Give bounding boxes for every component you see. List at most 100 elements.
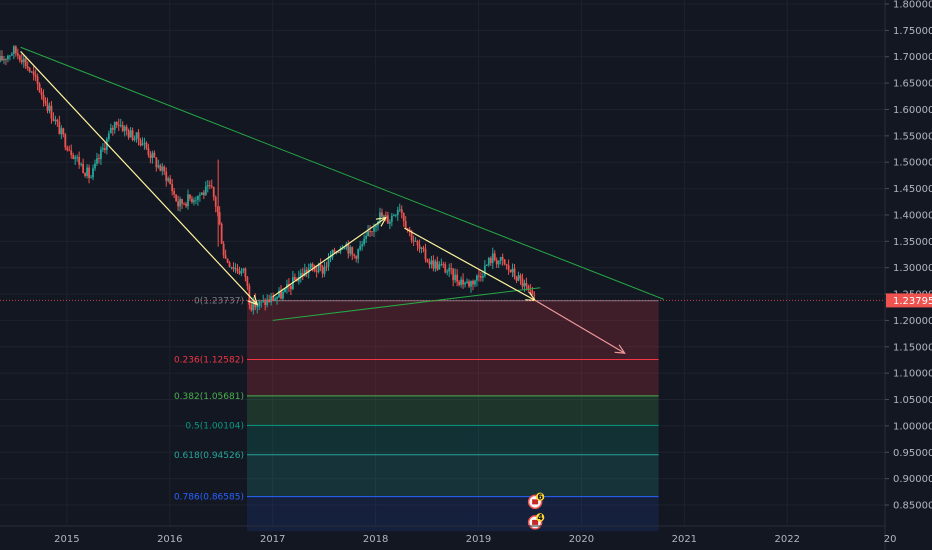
time-tick-label: 2021 <box>672 534 697 545</box>
candle-body <box>258 301 261 306</box>
candle-body <box>131 130 134 140</box>
candle-body <box>102 148 104 150</box>
candle-body <box>234 268 237 270</box>
candlestick-series <box>0 45 536 315</box>
candle-body <box>270 296 273 303</box>
candle-body <box>521 278 524 287</box>
candle-body <box>341 248 344 250</box>
arrow-line[interactable] <box>272 217 387 298</box>
price-tick-label: 0.95000 <box>893 448 932 459</box>
candle-body <box>24 58 27 67</box>
candle-body <box>260 301 263 303</box>
candle-body <box>464 282 466 285</box>
candle-body <box>282 292 284 299</box>
candle-body <box>331 249 334 258</box>
candle-body <box>416 241 419 246</box>
candle-body <box>48 105 51 111</box>
candle-body <box>100 149 102 159</box>
candle-body <box>527 285 530 291</box>
trendline[interactable] <box>20 46 664 300</box>
candle-body <box>44 100 47 104</box>
candle-body <box>133 138 136 140</box>
candle-body <box>301 272 304 277</box>
candle-body <box>222 243 225 256</box>
candle-body <box>244 268 247 277</box>
candle-body <box>303 269 306 277</box>
candle-body <box>157 165 160 168</box>
candle-body <box>491 253 494 263</box>
candle-body <box>42 95 45 101</box>
time-tick-label: 2022 <box>775 534 800 545</box>
candle-body <box>14 46 17 54</box>
candle-body <box>125 126 128 131</box>
fibonacci-retracement[interactable]: 0(1.23737) 0.236(1.12582) 0.382(1.05681) 0.… <box>174 297 659 532</box>
candle-body <box>151 152 154 158</box>
candle-body <box>123 126 126 132</box>
candle-body <box>185 203 187 207</box>
candle-body <box>446 271 449 273</box>
candle-body <box>121 125 124 132</box>
price-tick-label: 1.70000 <box>893 52 932 63</box>
candle-body <box>305 269 308 273</box>
fib-zone <box>246 300 659 360</box>
candle-body <box>163 166 166 172</box>
price-tick-label: 1.80000 <box>893 0 932 11</box>
price-axis-panel[interactable] <box>885 0 932 550</box>
candle-body <box>476 275 478 281</box>
candle-body <box>173 191 176 195</box>
arrow-line[interactable] <box>404 227 536 301</box>
candle-body <box>481 275 484 278</box>
candle-body <box>414 241 417 242</box>
candle-body <box>426 259 429 263</box>
candle-body <box>155 157 158 168</box>
candle-body <box>208 184 211 186</box>
price-tick-label: 0.90000 <box>893 474 932 485</box>
candle-body <box>183 203 185 205</box>
candle-body <box>210 185 213 187</box>
price-tick-label: 1.75000 <box>893 26 932 37</box>
candle-body <box>404 221 407 229</box>
candle-body <box>224 255 227 259</box>
candle-body <box>62 128 65 135</box>
candle-body <box>379 212 381 222</box>
candle-body <box>371 231 373 232</box>
candle-body <box>428 262 431 265</box>
candle-body <box>177 201 180 207</box>
candle-body <box>179 199 181 207</box>
candle-body <box>268 299 271 303</box>
trendline[interactable] <box>272 287 541 321</box>
candle-body <box>143 142 146 144</box>
candle-body <box>438 264 441 270</box>
candle-body <box>80 163 83 165</box>
candle-body <box>78 157 81 165</box>
fib-level-label: 0.618(0.94526) <box>174 451 244 461</box>
candle-body <box>26 66 29 69</box>
trend-drawings[interactable] <box>20 46 664 354</box>
price-tick-label: 1.35000 <box>893 237 932 248</box>
candle-body <box>505 264 508 266</box>
candle-body <box>135 132 138 139</box>
fib-level-label: 0.236(1.12582) <box>174 356 244 366</box>
candle-body <box>117 124 120 126</box>
candle-body <box>361 244 364 247</box>
candle-body <box>355 255 358 259</box>
candle-body <box>323 266 326 274</box>
candle-body <box>92 168 94 178</box>
candle-body <box>321 266 324 274</box>
candle-body <box>66 147 69 151</box>
price-tick-label: 1.40000 <box>893 210 932 221</box>
candle-body <box>262 300 265 302</box>
candle-body <box>161 166 164 171</box>
arrow-line[interactable] <box>20 51 258 306</box>
candle-body <box>280 290 282 299</box>
candle-body <box>3 59 5 61</box>
candle-body <box>365 236 368 239</box>
arrow-line[interactable] <box>534 299 625 354</box>
candle-body <box>388 221 391 224</box>
event-badges[interactable]: 64 <box>527 493 545 530</box>
candle-body <box>373 227 375 232</box>
candle-body <box>250 304 253 311</box>
candle-body <box>479 276 482 278</box>
candle-body <box>236 268 239 272</box>
